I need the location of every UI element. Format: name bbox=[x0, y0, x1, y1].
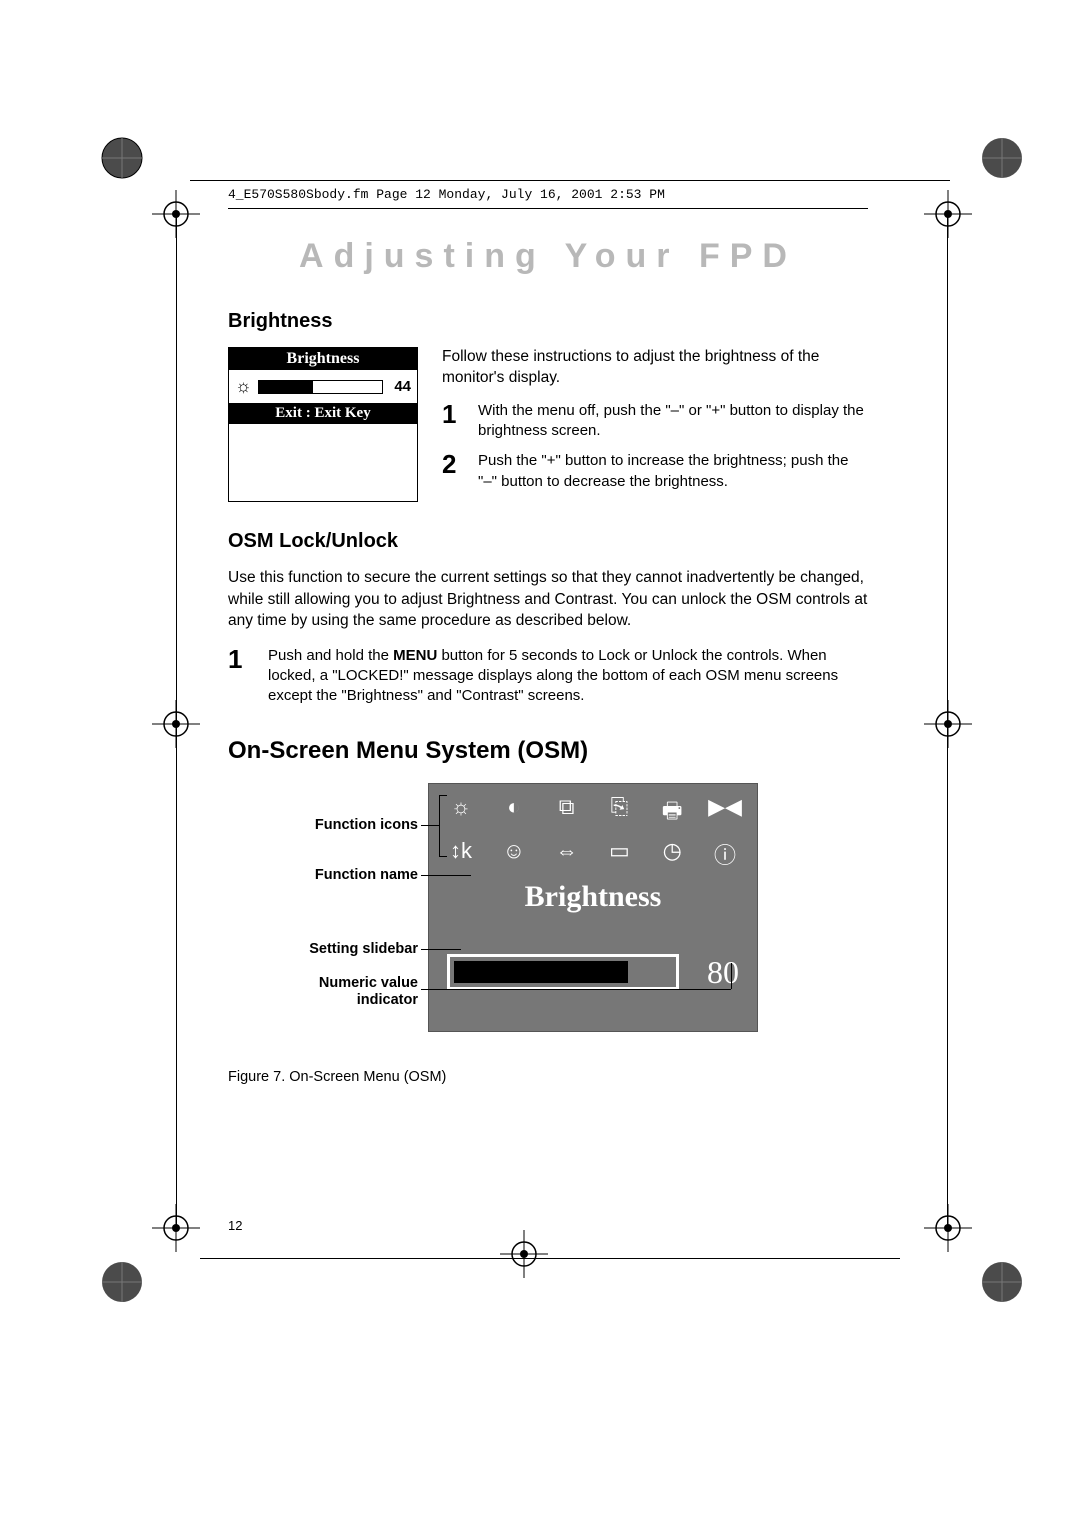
cropmark-tl bbox=[98, 134, 146, 182]
cropmark-bl bbox=[98, 1258, 146, 1306]
menu-bold: MENU bbox=[393, 647, 437, 664]
brightness-icon: ☼ bbox=[235, 376, 252, 397]
cropmark-br2 bbox=[924, 1204, 972, 1252]
osm-function-name: Brightness bbox=[429, 880, 757, 924]
osm-icon-grid: ☼ ◐ ⧉ ⎘ 🖶 ▶◀ ↕k ☺ ⇔ ▭ ◷ ⓘ bbox=[429, 784, 757, 880]
figure-caption: Figure 7. On-Screen Menu (OSM) bbox=[228, 1069, 868, 1085]
osm-icon: ▶◀ bbox=[705, 794, 745, 832]
label-numeric-value: Numeric value indicator bbox=[319, 975, 418, 1010]
cropmark-tr2 bbox=[924, 190, 972, 238]
step-pre: Push and hold the bbox=[268, 647, 393, 664]
label-setting-slidebar: Setting slidebar bbox=[309, 941, 418, 958]
cropmark-tr bbox=[978, 134, 1026, 182]
cropmark-mr bbox=[924, 700, 972, 748]
osm-icon: ◷ bbox=[652, 838, 692, 870]
osm-icon: ▭ bbox=[599, 838, 639, 870]
osm-lock-step: 1 Push and hold the MENU button for 5 se… bbox=[228, 646, 868, 707]
cropmark-bm bbox=[500, 1230, 548, 1278]
step-text: Push the "+" button to increase the brig… bbox=[478, 451, 868, 492]
step-num: 2 bbox=[442, 451, 466, 492]
brightness-intro: Follow these instructions to adjust the … bbox=[442, 347, 868, 389]
osd-slider[interactable] bbox=[258, 380, 384, 394]
doc-header-meta: 4_E570S580Sbody.fm Page 12 Monday, July … bbox=[228, 180, 868, 209]
osm-panel: ☼◐⧉⎘🖶▶◀ ↕k☺⇔▭◷ⓘ Brightness 80 bbox=[428, 783, 758, 1032]
connector bbox=[731, 963, 732, 989]
osm-icon: ☼ bbox=[441, 794, 481, 832]
osm-icon: ☺ bbox=[494, 838, 534, 870]
osm-icon: ⓘ bbox=[705, 838, 745, 870]
crop-right-line bbox=[947, 215, 948, 1225]
step-num: 1 bbox=[442, 401, 466, 442]
connector bbox=[421, 989, 731, 990]
label-function-icons: Function icons bbox=[315, 817, 418, 834]
heading-brightness: Brightness bbox=[228, 310, 868, 333]
osm-slider[interactable] bbox=[447, 954, 679, 990]
step-num: 1 bbox=[228, 646, 252, 707]
osm-icon: ◐ bbox=[494, 794, 534, 832]
osm-icon: ⎘ bbox=[599, 794, 639, 832]
osm-icon: ⇔ bbox=[547, 838, 587, 870]
cropmark-br bbox=[978, 1258, 1026, 1306]
page-number: 12 bbox=[228, 1218, 242, 1233]
heading-osm: On-Screen Menu System (OSM) bbox=[228, 737, 868, 765]
crop-left-line bbox=[176, 215, 177, 1225]
connector bbox=[421, 825, 439, 826]
osm-icon: ↕k bbox=[441, 838, 481, 870]
step-text: With the menu off, push the "–" or "+" b… bbox=[478, 401, 868, 442]
connector bbox=[421, 949, 461, 950]
osm-lock-para: Use this function to secure the current … bbox=[228, 567, 868, 632]
step-text: Push and hold the MENU button for 5 seco… bbox=[268, 646, 868, 707]
osd-value: 44 bbox=[389, 378, 411, 395]
osd-brightness-widget: Brightness ☼ 44 Exit : Exit Key bbox=[228, 347, 418, 502]
brightness-step-1: 1 With the menu off, push the "–" or "+"… bbox=[442, 401, 868, 442]
brightness-step-2: 2 Push the "+" button to increase the br… bbox=[442, 451, 868, 492]
label-function-name: Function name bbox=[315, 867, 418, 884]
osm-icon: 🖶 bbox=[652, 794, 692, 832]
bracket-icons bbox=[439, 795, 447, 857]
page-title: Adjusting Your FPD bbox=[228, 237, 868, 276]
connector bbox=[421, 875, 471, 876]
osd-title: Brightness bbox=[229, 348, 417, 370]
crop-bot-line bbox=[200, 1258, 900, 1259]
osm-callout-labels: Function icons Function name Setting sli… bbox=[228, 783, 418, 1053]
heading-osm-lock: OSM Lock/Unlock bbox=[228, 530, 868, 553]
osd-exit: Exit : Exit Key bbox=[229, 403, 417, 424]
osm-icon: ⧉ bbox=[547, 794, 587, 832]
